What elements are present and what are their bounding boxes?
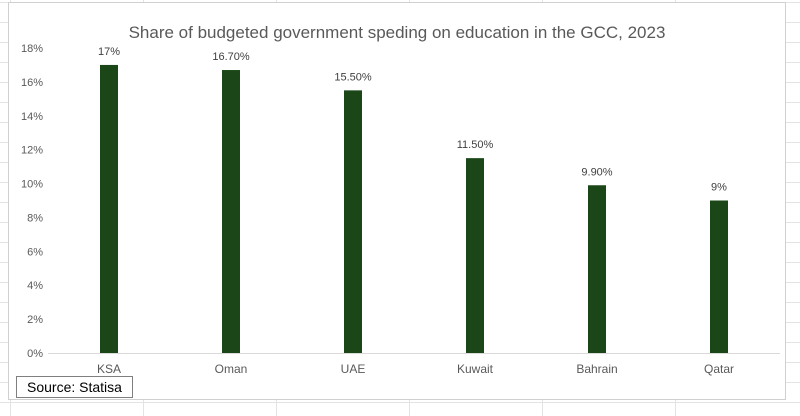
y-tick-label: 12% xyxy=(21,145,43,157)
bar-oman[interactable] xyxy=(222,70,240,354)
data-label: 15.50% xyxy=(334,71,372,83)
bar-ksa[interactable] xyxy=(100,64,118,353)
chart-area[interactable] xyxy=(8,2,786,400)
y-tick-label: 0% xyxy=(27,348,43,360)
source-note: Source: Statisa xyxy=(16,376,133,398)
y-axis: 0% 2% 4% 6% 8% 10% 12% 14% 16% 18% xyxy=(21,43,43,360)
y-tick-label: 2% xyxy=(27,314,43,326)
y-tick-label: 8% xyxy=(27,212,43,224)
x-tick-label: Kuwait xyxy=(457,362,494,376)
y-tick-label: 4% xyxy=(27,280,43,292)
bar-qatar[interactable] xyxy=(710,200,728,354)
bars xyxy=(100,64,728,354)
bar-kuwait[interactable] xyxy=(466,158,484,353)
x-tick-label: Qatar xyxy=(704,362,734,376)
x-tick-label: Bahrain xyxy=(576,362,617,376)
data-label: 9% xyxy=(711,182,727,194)
bar-bahrain[interactable] xyxy=(588,185,606,353)
data-label: 17% xyxy=(98,46,120,58)
x-tick-label: UAE xyxy=(341,362,366,376)
y-tick-label: 18% xyxy=(21,43,43,55)
data-labels: 17% 16.70% 15.50% 11.50% 9.90% 9% xyxy=(98,46,727,194)
y-tick-label: 14% xyxy=(21,111,43,123)
x-axis: KSA Oman UAE Kuwait Bahrain Qatar xyxy=(48,353,780,376)
data-label: 11.50% xyxy=(457,139,494,151)
y-tick-label: 16% xyxy=(21,77,43,89)
data-label: 9.90% xyxy=(581,166,612,178)
y-tick-label: 6% xyxy=(27,246,43,258)
bar-uae[interactable] xyxy=(344,90,362,353)
y-tick-label: 10% xyxy=(21,179,43,191)
x-tick-label: KSA xyxy=(97,362,121,376)
x-tick-label: Oman xyxy=(215,362,248,376)
data-label: 16.70% xyxy=(212,51,250,63)
chart-title: Share of budgeted government speding on … xyxy=(129,23,666,42)
